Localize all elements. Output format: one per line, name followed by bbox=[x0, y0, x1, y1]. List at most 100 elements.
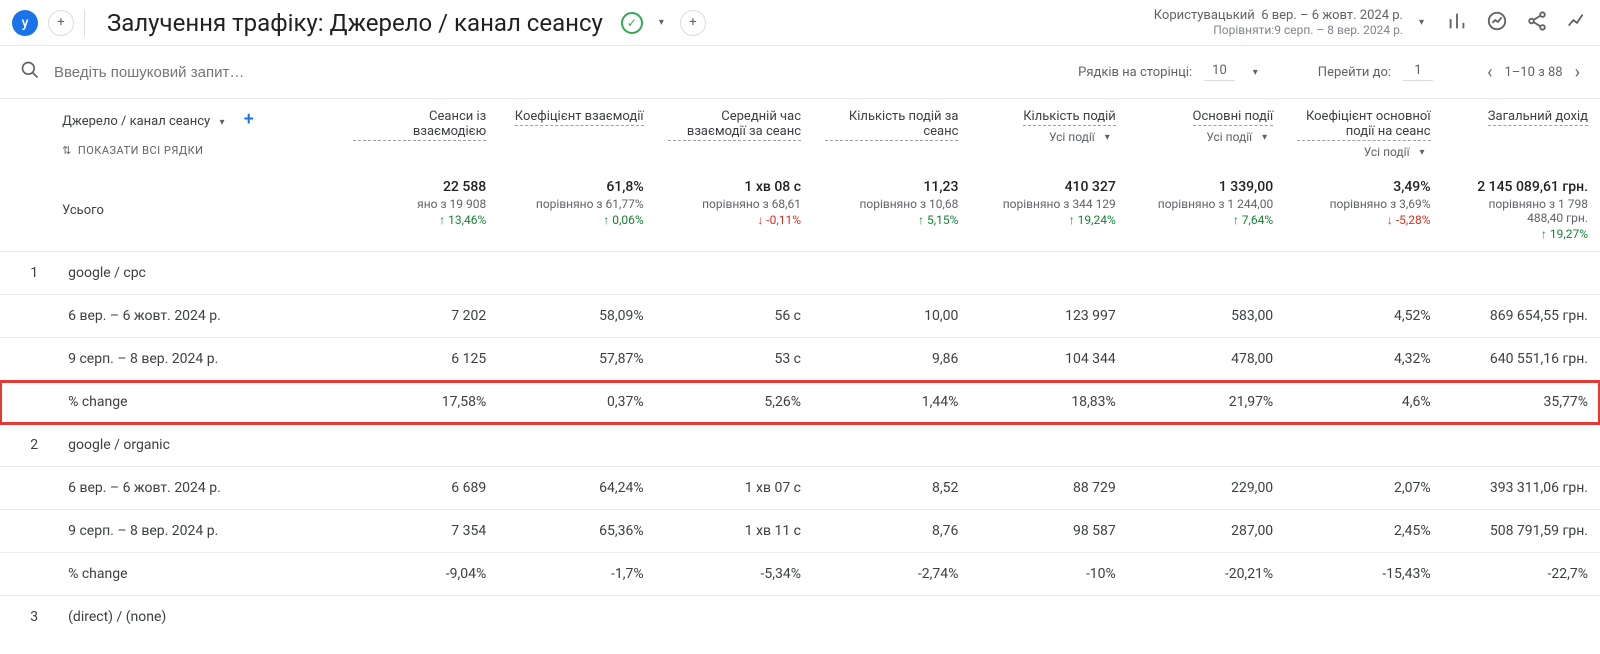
chevron-down-icon: ▾ bbox=[219, 117, 224, 128]
cell-value bbox=[1128, 596, 1285, 639]
top-bar: y + Залучення трафіку: Джерело / канал с… bbox=[0, 0, 1600, 46]
row-label: 9 серп. – 8 вер. 2024 р. bbox=[50, 510, 341, 553]
divider bbox=[84, 10, 85, 36]
insights-icon[interactable] bbox=[1486, 10, 1508, 36]
metric-header[interactable]: Загальний дохід bbox=[1488, 109, 1588, 126]
cell-value: -22,7% bbox=[1443, 553, 1600, 596]
cell-value: 123 997 bbox=[970, 295, 1127, 338]
cell-value: 478,00 bbox=[1128, 338, 1285, 381]
metric-header[interactable]: Коефіцієнт взаємодії bbox=[515, 109, 644, 126]
cell-value: 4,52% bbox=[1285, 295, 1442, 338]
cell-value: -9,04% bbox=[341, 553, 498, 596]
add-tab-button[interactable]: + bbox=[680, 10, 706, 36]
table-row[interactable]: % change17,58%0,37%5,26%1,44%18,83%21,97… bbox=[0, 381, 1600, 424]
metric-header[interactable]: Сеанси із взаємодією bbox=[353, 109, 486, 141]
date-dropdown-icon[interactable]: ▾ bbox=[1419, 17, 1424, 28]
rows-dropdown-icon[interactable]: ▾ bbox=[1253, 67, 1258, 78]
cell-value: 583,00 bbox=[1128, 295, 1285, 338]
table-row[interactable]: 6 вер. – 6 жовт. 2024 р.6 68964,24%1 хв … bbox=[0, 467, 1600, 510]
date-range-label: Користувацький bbox=[1154, 8, 1255, 23]
total-value: 61,8% bbox=[510, 179, 643, 195]
bar-chart-icon[interactable] bbox=[1446, 10, 1468, 36]
show-all-rows-button[interactable]: ⇅ ПОКАЗАТИ ВСІ РЯДКИ bbox=[62, 144, 329, 157]
metric-header[interactable]: Основні події bbox=[1193, 109, 1274, 126]
cell-value bbox=[1285, 252, 1442, 295]
total-value: 22 588 bbox=[353, 179, 486, 195]
date-range-primary: 6 вер. – 6 жовт. 2024 р. bbox=[1261, 8, 1403, 23]
add-report-button[interactable]: + bbox=[48, 10, 74, 36]
cell-value: -15,43% bbox=[1285, 553, 1442, 596]
metric-filter[interactable]: Усі події▾ bbox=[982, 130, 1115, 144]
cell-value bbox=[656, 596, 813, 639]
cell-value: 1,44% bbox=[813, 381, 970, 424]
total-compare: порівняно з 10,68 bbox=[825, 197, 958, 211]
metric-header[interactable]: Кількість подій bbox=[1023, 109, 1116, 126]
trend-icon[interactable] bbox=[1566, 10, 1588, 36]
page-next-icon[interactable]: › bbox=[1575, 62, 1580, 83]
cell-value: 98 587 bbox=[970, 510, 1127, 553]
table-row[interactable]: 9 серп. – 8 вер. 2024 р.7 35465,36%1 хв … bbox=[0, 510, 1600, 553]
row-index bbox=[0, 295, 50, 338]
goto-value[interactable]: 1 bbox=[1403, 63, 1433, 81]
verified-icon[interactable]: ✓ bbox=[621, 12, 643, 34]
cell-value bbox=[1128, 252, 1285, 295]
cell-value bbox=[341, 596, 498, 639]
header-row: Джерело / канал сеансу ▾ + ⇅ ПОКАЗАТИ ВС… bbox=[0, 99, 1600, 169]
cell-value: 6 689 bbox=[341, 467, 498, 510]
share-icon[interactable] bbox=[1526, 10, 1548, 36]
title-dropdown[interactable]: ▾ bbox=[659, 17, 664, 28]
cell-value bbox=[1443, 596, 1600, 639]
add-dimension-button[interactable]: + bbox=[244, 109, 254, 130]
total-compare: порівняно з 68,61 bbox=[668, 197, 801, 211]
metric-filter[interactable]: Усі події▾ bbox=[1297, 145, 1430, 159]
total-value: 410 327 bbox=[982, 179, 1115, 195]
cell-value bbox=[341, 252, 498, 295]
row-label: % change bbox=[50, 553, 341, 596]
total-change: ↑ 19,24% bbox=[982, 213, 1115, 227]
cell-value: 869 654,55 грн. bbox=[1443, 295, 1600, 338]
total-compare: порівняно з 1 244,00 bbox=[1140, 197, 1273, 211]
row-label: google / organic bbox=[50, 424, 341, 467]
metric-header[interactable]: Кількість подій за сеанс bbox=[825, 109, 958, 141]
row-index: 1 bbox=[0, 252, 50, 295]
cell-value: 1 хв 07 с bbox=[656, 467, 813, 510]
cell-value bbox=[970, 596, 1127, 639]
total-change: ↓ -5,28% bbox=[1297, 213, 1430, 227]
cell-value bbox=[656, 252, 813, 295]
cell-value: 229,00 bbox=[1128, 467, 1285, 510]
pagination: Рядків на сторінці: 10 ▾ Перейти до: 1 ‹… bbox=[1078, 62, 1580, 83]
cell-value: 2,07% bbox=[1285, 467, 1442, 510]
cell-value: 10,00 bbox=[813, 295, 970, 338]
cell-value: -2,74% bbox=[813, 553, 970, 596]
row-index bbox=[0, 467, 50, 510]
rows-per-page-value[interactable]: 10 bbox=[1204, 63, 1235, 81]
totals-label: Усього bbox=[62, 203, 104, 218]
row-index bbox=[0, 553, 50, 596]
cell-value bbox=[813, 424, 970, 467]
search-input[interactable] bbox=[54, 64, 654, 81]
cell-value: -10% bbox=[970, 553, 1127, 596]
cell-value: 18,83% bbox=[970, 381, 1127, 424]
row-index: 2 bbox=[0, 424, 50, 467]
table-row[interactable]: % change-9,04%-1,7%-5,34%-2,74%-10%-20,2… bbox=[0, 553, 1600, 596]
metric-header[interactable]: Середній час взаємодії за сеанс bbox=[668, 109, 801, 141]
row-label: 6 вер. – 6 жовт. 2024 р. bbox=[50, 467, 341, 510]
date-range[interactable]: Користувацький 6 вер. – 6 жовт. 2024 р. … bbox=[1154, 8, 1403, 37]
cell-value: 4,6% bbox=[1285, 381, 1442, 424]
dimension-picker[interactable]: Джерело / канал сеансу ▾ + bbox=[62, 109, 329, 130]
table-row[interactable]: 6 вер. – 6 жовт. 2024 р.7 20258,09%56 с1… bbox=[0, 295, 1600, 338]
cell-value bbox=[970, 424, 1127, 467]
total-change: ↑ 19,27% bbox=[1455, 227, 1588, 241]
table-row[interactable]: 9 серп. – 8 вер. 2024 р.6 12557,87%53 с9… bbox=[0, 338, 1600, 381]
search-bar: Рядків на сторінці: 10 ▾ Перейти до: 1 ‹… bbox=[0, 46, 1600, 99]
cell-value: 8,52 bbox=[813, 467, 970, 510]
metric-header[interactable]: Коефіцієнт основної події на сеанс bbox=[1297, 109, 1430, 141]
cell-value: 104 344 bbox=[970, 338, 1127, 381]
table-row[interactable]: 2 google / organic bbox=[0, 424, 1600, 467]
total-change: ↑ 7,64% bbox=[1140, 213, 1273, 227]
metric-filter[interactable]: Усі події▾ bbox=[1140, 130, 1273, 144]
user-avatar[interactable]: y bbox=[12, 10, 38, 36]
page-prev-icon[interactable]: ‹ bbox=[1487, 62, 1492, 83]
table-row[interactable]: 1 google / cpc bbox=[0, 252, 1600, 295]
table-row[interactable]: 3 (direct) / (none) bbox=[0, 596, 1600, 639]
